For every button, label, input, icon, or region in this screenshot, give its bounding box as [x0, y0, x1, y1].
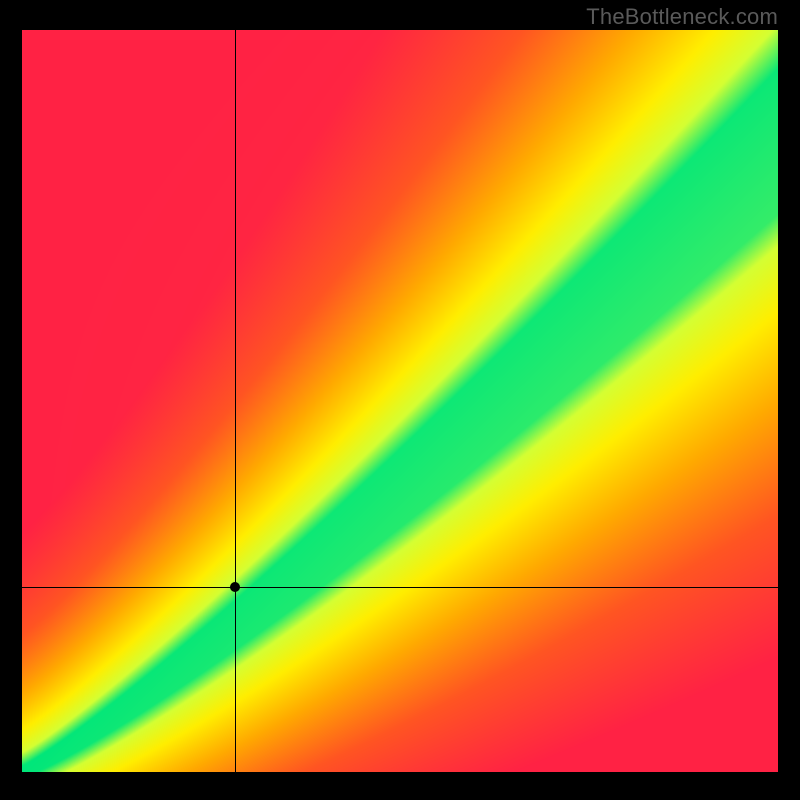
crosshair-marker — [230, 582, 240, 592]
crosshair-vertical — [235, 30, 236, 772]
watermark-text: TheBottleneck.com — [586, 4, 778, 30]
bottleneck-heatmap-plot — [22, 30, 778, 772]
crosshair-horizontal — [22, 587, 778, 588]
heatmap-canvas — [22, 30, 778, 772]
